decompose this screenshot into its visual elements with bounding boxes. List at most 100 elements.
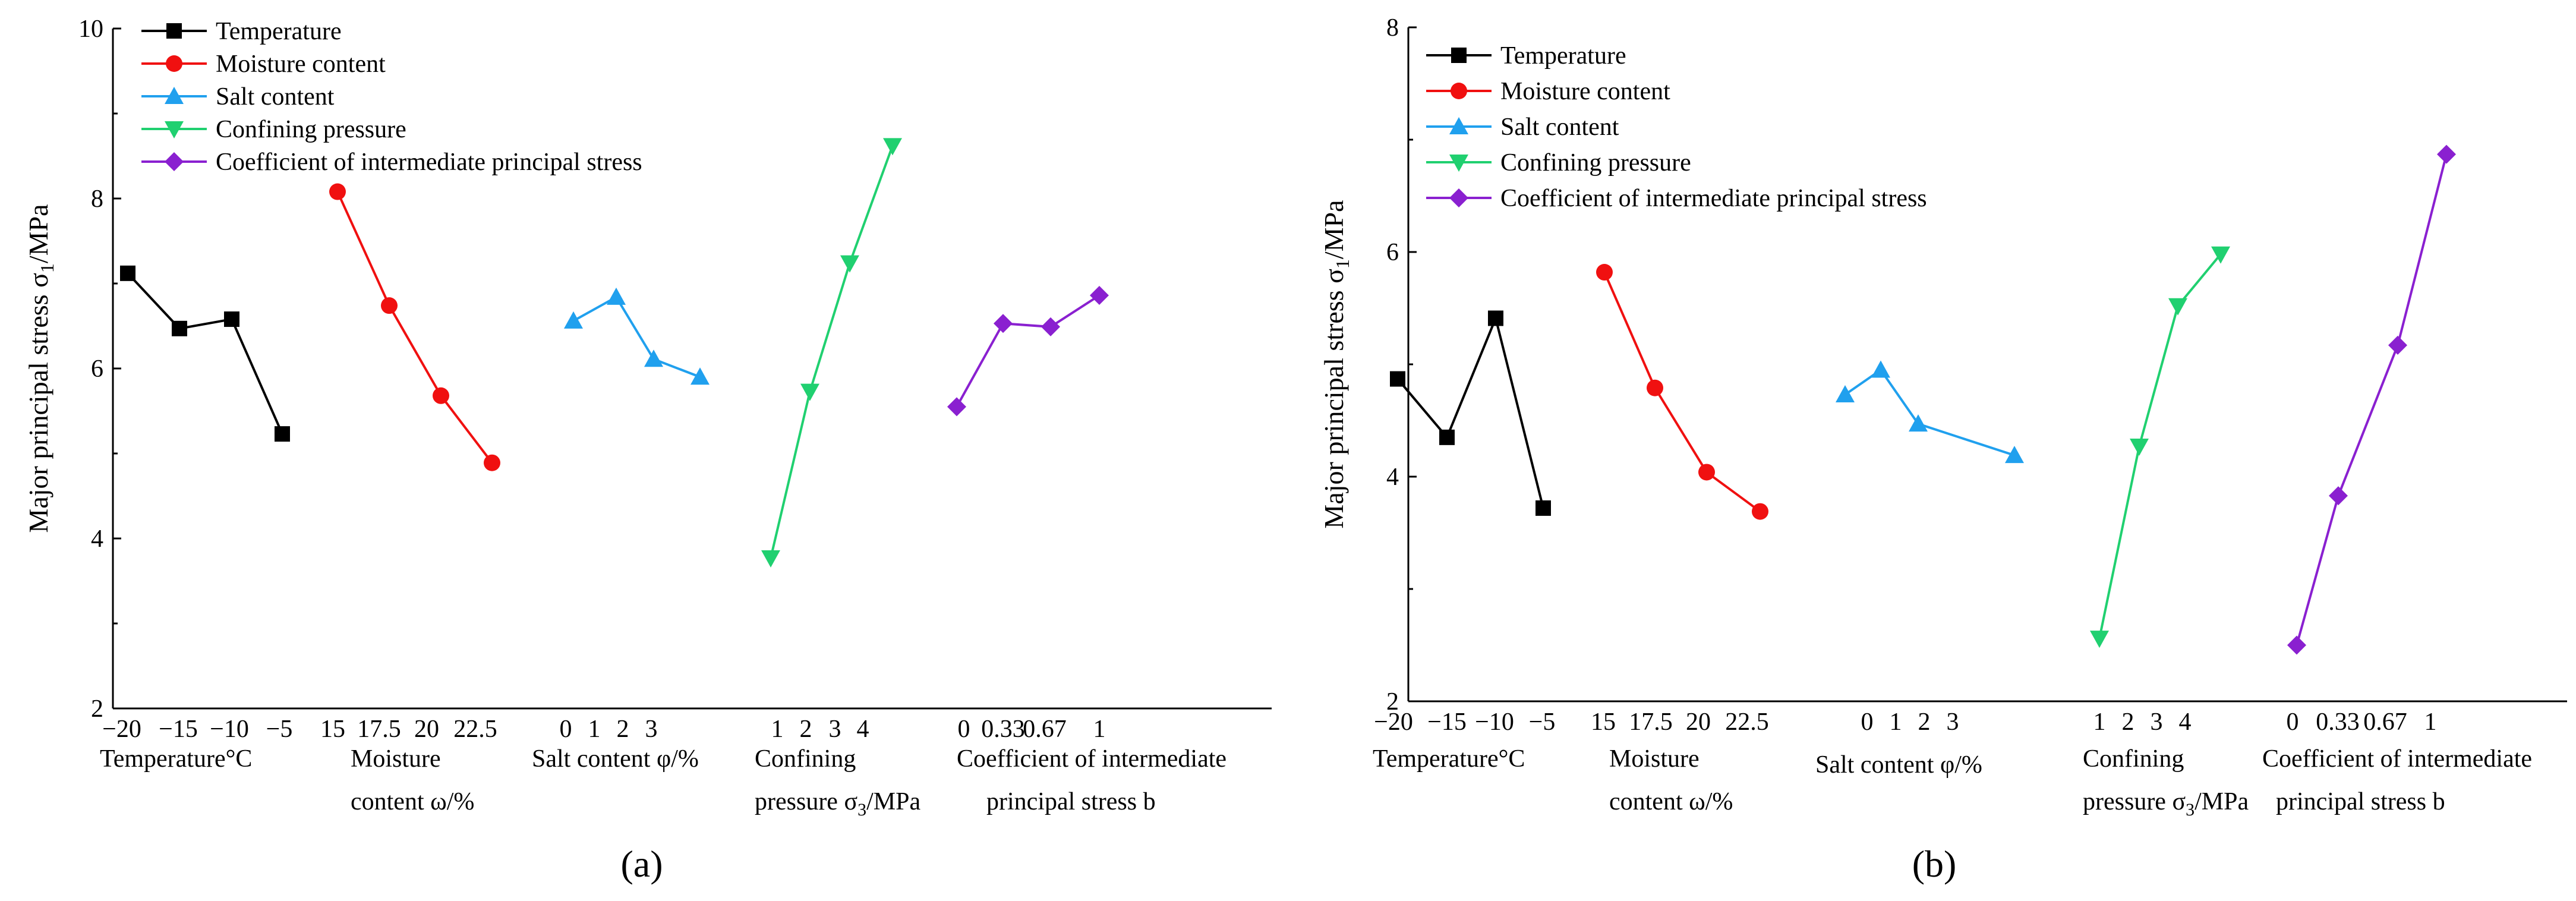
x-tick-label: 2 [617,716,629,743]
data-point [433,387,449,404]
legend-marker [165,152,184,171]
legend-label: Temperature [1500,42,1626,70]
x-tick-label: 22.5 [453,716,497,743]
x-tick-label: 0 [958,716,970,743]
data-point [840,255,859,273]
series-salt: 0 1 2 3 Salt content φ/% [1815,360,2024,779]
x-tick-label: 3 [1947,708,1959,736]
x-tick-label: 22.5 [1725,708,1769,736]
data-point [994,314,1013,333]
data-point [2287,635,2306,655]
legend: Temperature Moisture content Salt content C… [141,18,642,176]
y-tick-label: 10 [78,15,103,43]
x-tick-label: 1 [2093,708,2106,736]
y-tick-label: 8 [91,185,103,213]
legend-marker [1451,48,1467,63]
x-tick-label: 3 [645,716,658,743]
data-point [2090,631,2109,648]
x-tick-label: 15 [1591,708,1616,736]
series-line [1603,272,1761,513]
x-tick-label: 3 [829,716,841,743]
x-tick-label: 4 [857,716,869,743]
legend-label: Coefficient of intermediate principal st… [1500,185,1927,212]
series-line [2098,253,2222,639]
x-tick-label: −10 [210,716,249,743]
x-tick-label: −20 [102,716,141,743]
legend-label: Temperature [216,18,342,45]
y-tick-label: 6 [1386,239,1399,266]
x-tick-label: 2 [800,716,812,743]
series-line [956,294,1101,408]
data-point [2211,246,2230,264]
data-point [1488,310,1503,326]
data-point [1596,264,1613,281]
x-tick-label: 0.67 [2363,708,2407,736]
group-axis-label: principal stress b [986,788,1156,815]
data-point [1090,286,1109,305]
series-line [2296,154,2448,646]
series-moisture: 15 17.5 20 22.5 Moisture content ω/% [1591,264,1769,815]
legend-marker [166,23,182,39]
series-line [1396,314,1544,509]
series-line [127,272,283,434]
series-line [1844,368,2015,456]
data-point [644,349,663,367]
y-tick-label: 4 [1386,464,1399,491]
y-tick-label: 6 [91,355,103,383]
legend: Temperature Moisture content Salt content C… [1426,42,1927,212]
group-axis-label: pressure σ3/MPa [755,788,920,820]
group-axis-label: principal stress b [2276,788,2445,815]
x-tick-label: −5 [266,716,293,743]
x-tick-label: 20 [1686,708,1711,736]
data-point [761,550,780,568]
group-axis-label: pressure σ3/MPa [2083,788,2249,820]
data-point [607,287,626,305]
data-point [690,367,710,385]
group-axis-label: Confining [755,745,856,773]
group-axis-label: Temperature°C [1373,745,1525,773]
x-tick-label: −5 [1529,708,1556,736]
y-tick-label: 2 [91,695,103,723]
legend-label: Moisture content [1500,78,1670,105]
y-axis-label: Major principal stress σ1/MPa [1319,200,1353,528]
x-tick-label: 0 [1861,708,1874,736]
legend-marker [166,55,182,72]
data-point [172,320,187,336]
x-tick-label: 1 [2424,708,2437,736]
panel-label-b: (b) [1912,843,1957,885]
legend-marker [1449,117,1468,134]
series-line [336,191,493,464]
data-point [947,397,966,417]
legend-label: Salt content [1500,114,1619,141]
data-point [484,454,500,471]
x-tick-label: 4 [2179,708,2192,736]
data-point [1752,503,1768,520]
legend-label: Salt content [216,83,335,111]
x-tick-label: 17.5 [1629,708,1673,736]
x-tick-label: 1 [1093,716,1106,743]
data-point [120,265,135,281]
data-point [329,183,346,200]
legend-marker [1451,83,1467,99]
legend-label: Coefficient of intermediate principal st… [216,149,642,176]
group-axis-label: Moisture [351,745,441,773]
legend-marker [165,121,184,138]
x-tick-label: 0.33 [981,716,1025,743]
data-point [275,426,290,442]
legend-label: Confining pressure [216,116,406,143]
x-tick-label: −15 [159,716,198,743]
series-line [573,295,701,379]
x-tick-label: 2 [2122,708,2134,736]
series-moisture: 15 17.5 20 22.5 Moisture content ω/% [320,183,500,815]
x-tick-label: 0 [2287,708,2299,736]
data-point [2388,335,2407,355]
data-point [1535,500,1551,516]
data-point [1041,317,1060,336]
